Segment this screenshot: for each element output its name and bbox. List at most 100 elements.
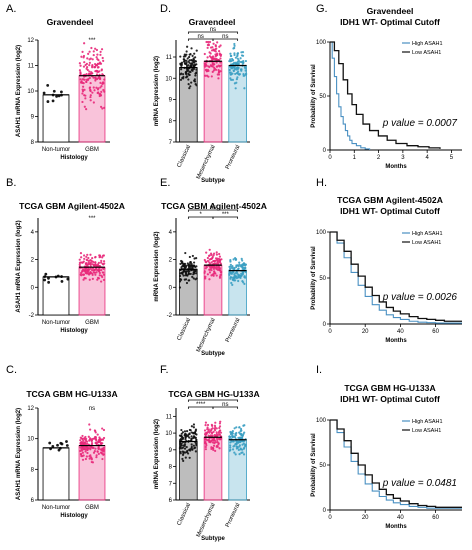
data-point xyxy=(237,62,240,65)
data-point xyxy=(205,40,208,44)
data-point xyxy=(204,445,207,449)
data-point xyxy=(95,48,99,52)
data-point xyxy=(214,434,217,438)
data-point xyxy=(182,73,185,76)
data-point xyxy=(236,60,239,63)
data-point xyxy=(214,48,217,51)
data-point xyxy=(43,278,47,282)
data-point xyxy=(231,283,234,286)
data-point xyxy=(180,72,183,75)
data-point xyxy=(91,273,94,277)
p-value: p value = 0.0481 xyxy=(382,478,457,489)
y-tick-label: 0 xyxy=(323,322,327,328)
data-point xyxy=(228,68,231,72)
data-point xyxy=(183,430,187,433)
data-point xyxy=(88,50,91,53)
y-axis-label: mRNA Expression (log2) xyxy=(154,231,160,301)
data-point xyxy=(83,105,86,108)
data-point xyxy=(98,437,102,440)
data-point xyxy=(219,53,223,56)
data-point xyxy=(95,73,99,76)
x-tick-label: 4 xyxy=(425,155,429,161)
data-point xyxy=(195,265,198,268)
y-tick-label: 10 xyxy=(27,437,34,443)
y-tick-label: 11 xyxy=(28,64,35,70)
data-point xyxy=(81,458,85,461)
data-point xyxy=(181,271,184,275)
data-point xyxy=(89,73,92,76)
data-point xyxy=(210,432,214,435)
data-point xyxy=(240,257,243,261)
x-tick-label: Non-tumor xyxy=(42,320,70,326)
data-point xyxy=(86,451,89,455)
data-point xyxy=(213,270,216,273)
data-point xyxy=(88,61,91,64)
x-tick-label: Proneural xyxy=(225,144,241,170)
data-point xyxy=(89,263,92,266)
data-point xyxy=(94,441,97,445)
data-point xyxy=(185,53,188,56)
significance-label: ns xyxy=(222,34,228,40)
data-point xyxy=(180,435,183,438)
data-point xyxy=(181,260,184,263)
significance-label: **** xyxy=(196,402,206,408)
data-point xyxy=(229,54,232,58)
data-point xyxy=(212,448,215,451)
data-point xyxy=(85,455,88,458)
data-point xyxy=(184,456,187,459)
data-point xyxy=(229,60,232,63)
data-point xyxy=(87,273,91,276)
data-point xyxy=(99,86,102,89)
data-point xyxy=(85,255,88,258)
data-point xyxy=(94,447,97,450)
data-point xyxy=(102,436,106,440)
data-point xyxy=(240,69,243,72)
data-point xyxy=(100,48,104,51)
data-point xyxy=(42,91,46,95)
data-point xyxy=(229,58,232,61)
data-point xyxy=(185,272,188,276)
data-point xyxy=(90,457,93,460)
data-point xyxy=(179,262,182,265)
panel-title: Gravendeel xyxy=(189,17,236,27)
data-point xyxy=(102,260,106,263)
data-point xyxy=(178,274,182,278)
data-point xyxy=(193,257,196,260)
data-point xyxy=(82,65,86,68)
data-point xyxy=(219,61,222,64)
data-point xyxy=(99,439,102,442)
x-tick-label: 5 xyxy=(450,155,454,161)
x-axis-label: Subtype xyxy=(201,536,225,542)
data-point xyxy=(216,53,219,57)
data-point xyxy=(191,275,194,278)
data-point xyxy=(187,78,190,81)
data-point xyxy=(52,89,56,93)
data-point xyxy=(243,446,246,449)
panel-letter: A. xyxy=(6,3,16,15)
data-point xyxy=(218,267,221,270)
data-point xyxy=(217,50,221,53)
y-tick-label: 10 xyxy=(165,76,172,82)
comparison-bracket xyxy=(187,209,239,212)
data-point xyxy=(182,75,185,79)
data-point xyxy=(238,453,241,456)
data-point xyxy=(99,93,102,96)
data-point xyxy=(99,62,103,65)
data-point xyxy=(183,53,186,56)
data-point xyxy=(215,431,218,434)
data-point xyxy=(79,436,82,439)
data-point xyxy=(87,435,90,438)
data-point xyxy=(209,52,212,55)
data-point xyxy=(82,56,85,59)
data-point xyxy=(194,74,197,77)
data-point xyxy=(241,60,244,63)
data-point xyxy=(239,57,242,60)
data-point xyxy=(87,261,90,264)
data-point xyxy=(190,443,193,446)
data-point xyxy=(189,449,192,452)
data-point xyxy=(94,263,97,266)
data-point xyxy=(97,91,100,94)
data-point xyxy=(212,57,216,60)
data-point xyxy=(89,267,92,270)
